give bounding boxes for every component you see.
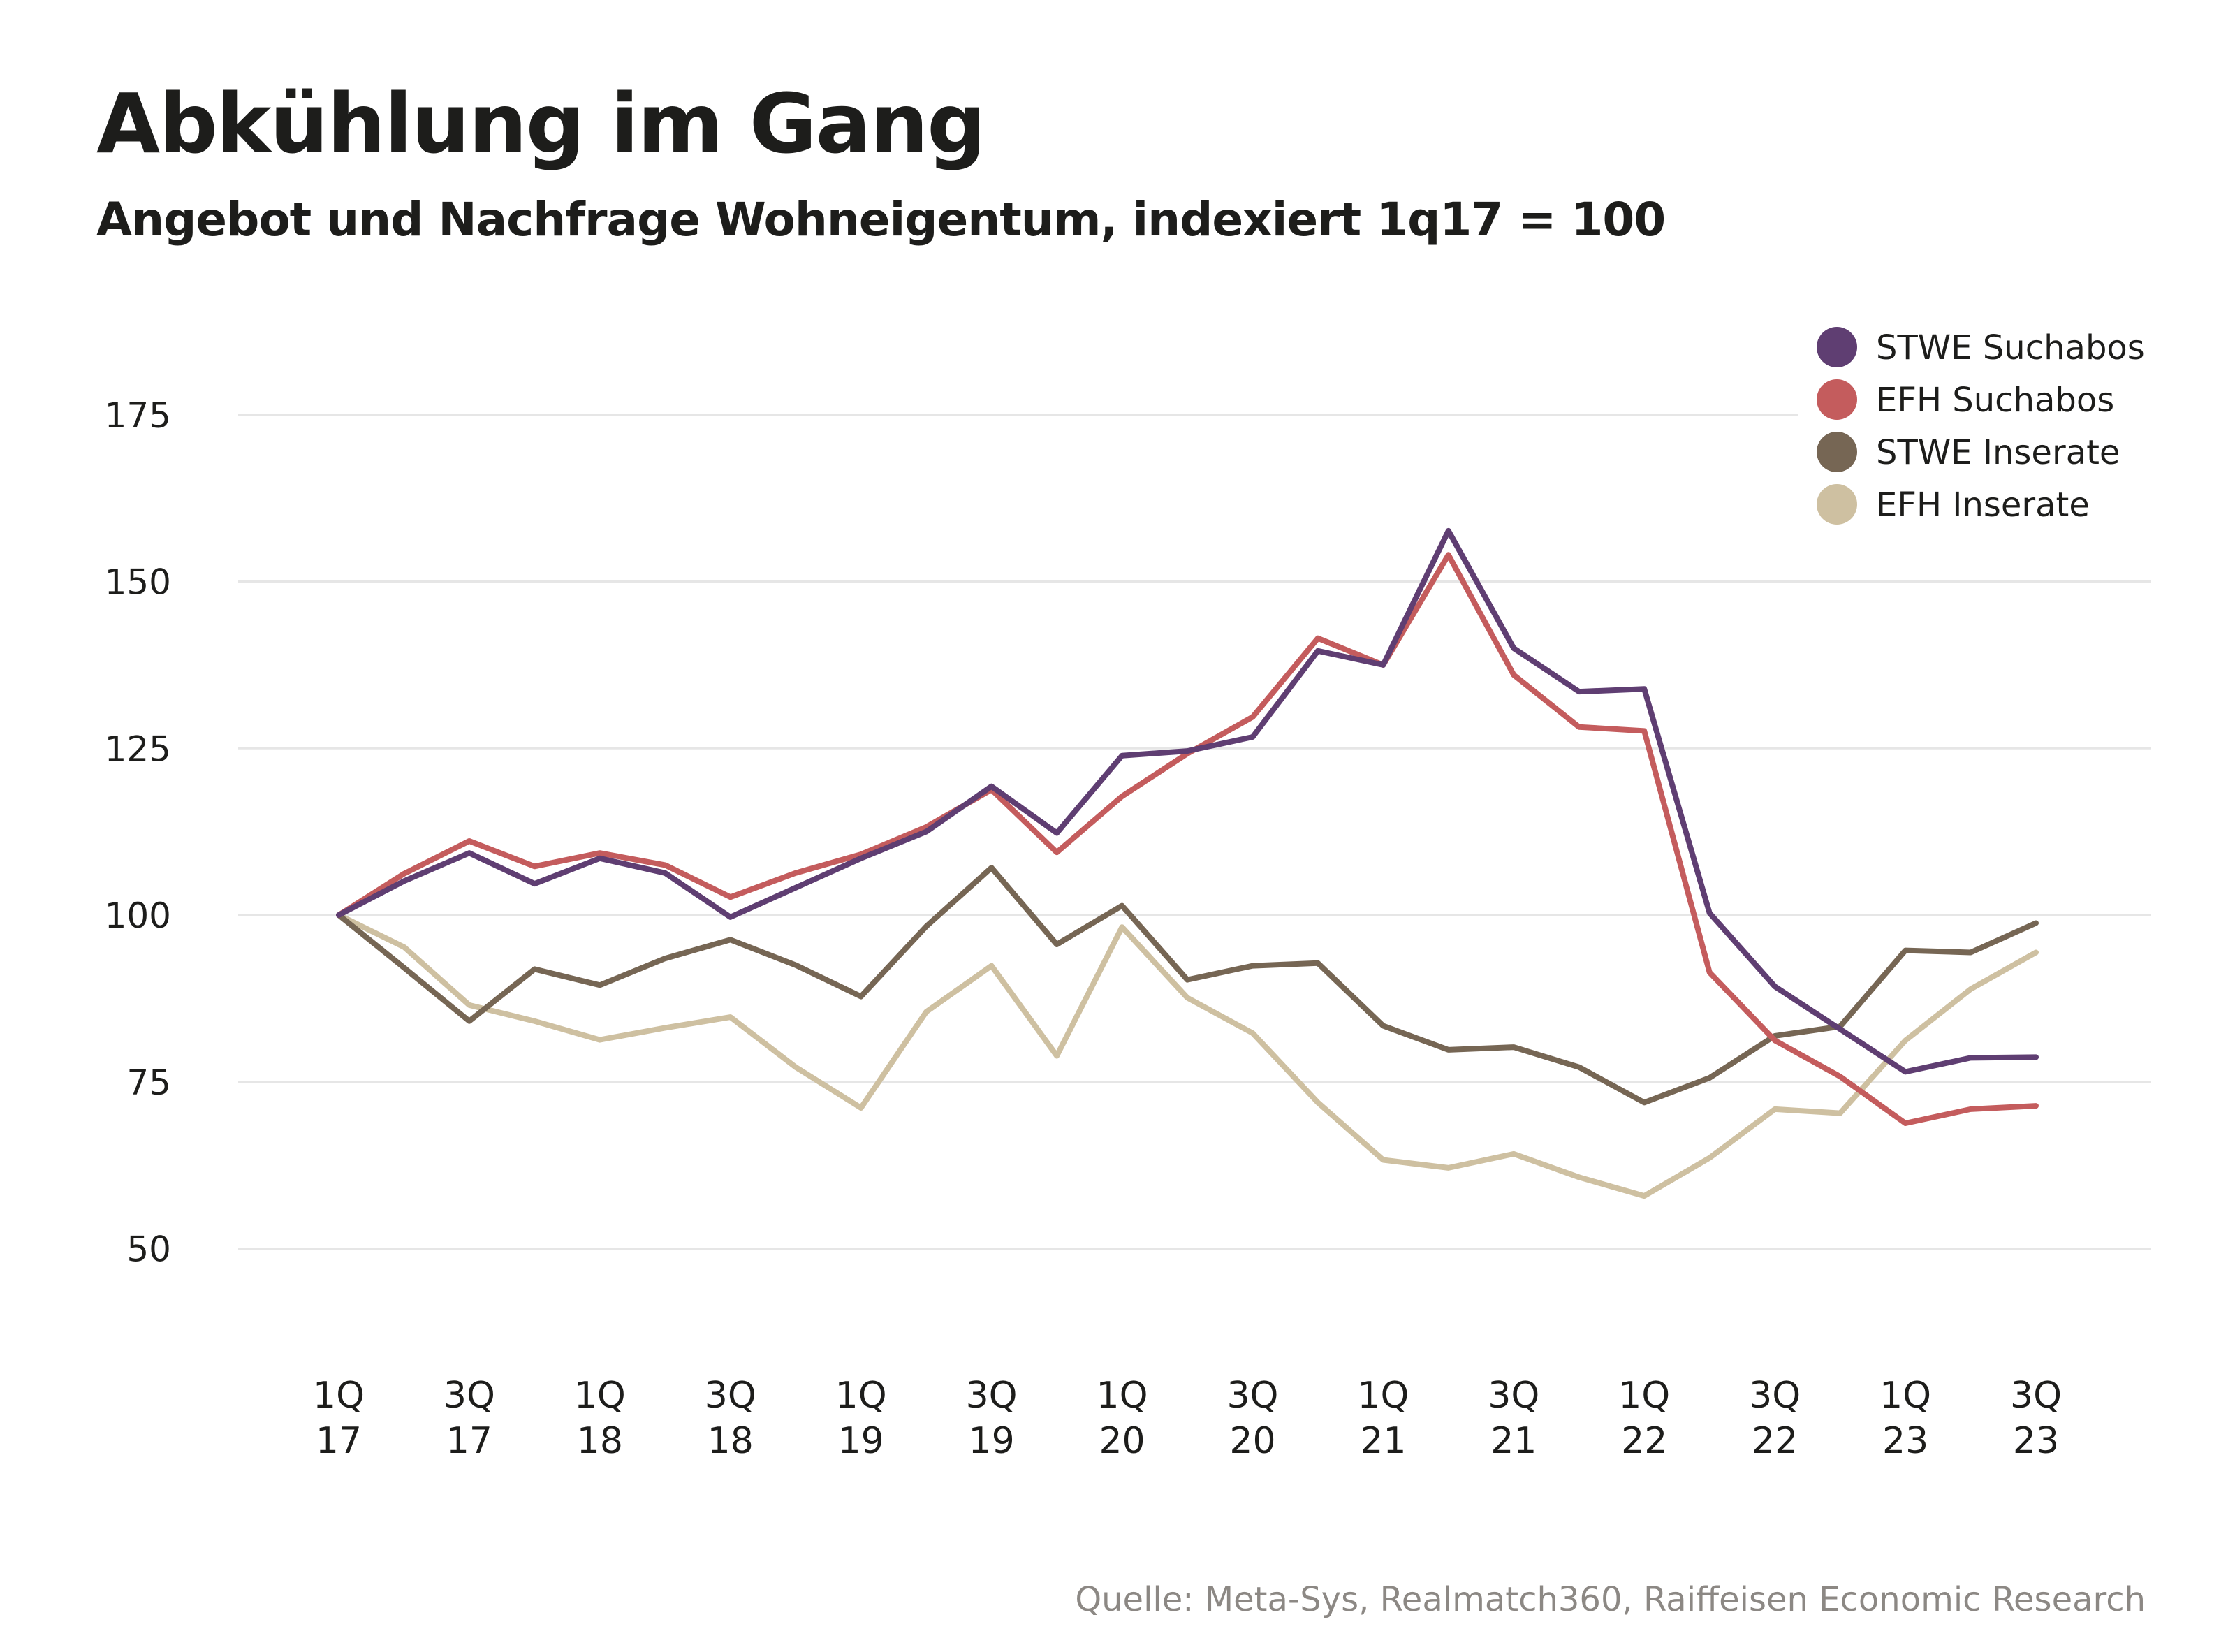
legend: STWE Suchabos EFH Suchabos STWE Inserate EF… [1817, 327, 2145, 525]
y-tick-label: 125 [105, 729, 171, 769]
legend-label: STWE Inserate [1876, 433, 2120, 472]
x-tick-year: 22 [1621, 1420, 1667, 1462]
source-note: Quelle: Meta-Sys, Realmatch360, Raiffeis… [1075, 1580, 2146, 1619]
x-tick-year: 19 [969, 1420, 1015, 1462]
x-tick-year: 21 [1360, 1420, 1406, 1462]
legend-item-efh-suchabos: EFH Suchabos [1817, 379, 2114, 420]
legend-swatch [1817, 432, 1857, 472]
x-tick-year: 21 [1490, 1420, 1537, 1462]
legend-label: EFH Inserate [1876, 485, 2090, 525]
x-tick-quarter: 3Q [1488, 1375, 1539, 1417]
y-tick-label: 175 [105, 395, 171, 436]
x-tick-year: 23 [2013, 1420, 2059, 1462]
gridlines [238, 414, 2151, 1250]
x-tick-quarter: 3Q [1226, 1375, 1278, 1417]
x-tick-quarter: 3Q [1749, 1375, 1801, 1417]
series-lines [336, 527, 2039, 1199]
x-tick-year: 18 [577, 1420, 623, 1462]
chart-title: Abkühlung im Gang [96, 75, 986, 172]
legend-item-stwe-suchabos: STWE Suchabos [1817, 327, 2145, 367]
y-tick-label: 50 [126, 1229, 171, 1270]
chart-subtitle: Angebot und Nachfrage Wohneigentum, inde… [96, 193, 1666, 247]
x-tick-year: 17 [446, 1420, 492, 1462]
series-line-stwe-suchabos [336, 527, 2039, 1075]
x-tick-year: 17 [316, 1420, 362, 1462]
x-tick-quarter: 1Q [1879, 1375, 1931, 1417]
x-tick-quarter: 1Q [1097, 1375, 1148, 1417]
x-tick-quarter: 1Q [835, 1375, 887, 1417]
x-tick-quarter: 1Q [574, 1375, 626, 1417]
x-tick-quarter: 3Q [966, 1375, 1018, 1417]
series-line-stwe-inserate [336, 865, 2039, 1106]
legend-swatch [1817, 327, 1857, 367]
y-tick-label: 75 [126, 1062, 171, 1103]
x-tick-year: 19 [838, 1420, 884, 1462]
y-axis: 175 150 125 100 75 50 [105, 395, 171, 1270]
y-tick-label: 100 [105, 896, 171, 936]
x-tick-quarter: 3Q [444, 1375, 495, 1417]
x-tick-quarter: 3Q [705, 1375, 756, 1417]
x-tick-quarter: 1Q [1357, 1375, 1409, 1417]
x-axis: 1Q173Q171Q183Q181Q193Q191Q203Q201Q213Q21… [313, 1375, 2062, 1462]
x-tick-year: 22 [1752, 1420, 1798, 1462]
x-tick-year: 18 [708, 1420, 754, 1462]
x-tick-year: 20 [1099, 1420, 1145, 1462]
legend-swatch [1817, 379, 1857, 420]
x-tick-quarter: 1Q [1618, 1375, 1670, 1417]
legend-item-stwe-inserate: STWE Inserate [1817, 432, 2120, 472]
legend-item-efh-inserate: EFH Inserate [1817, 484, 2090, 525]
legend-swatch [1817, 484, 1857, 525]
x-tick-year: 23 [1882, 1420, 1928, 1462]
legend-label: EFH Suchabos [1876, 381, 2114, 420]
series-line-efh-inserate [336, 912, 2039, 1199]
legend-label: STWE Suchabos [1876, 328, 2145, 367]
x-tick-quarter: 3Q [2010, 1375, 2062, 1417]
x-tick-year: 20 [1229, 1420, 1275, 1462]
y-tick-label: 150 [105, 562, 171, 603]
x-tick-quarter: 1Q [313, 1375, 365, 1417]
